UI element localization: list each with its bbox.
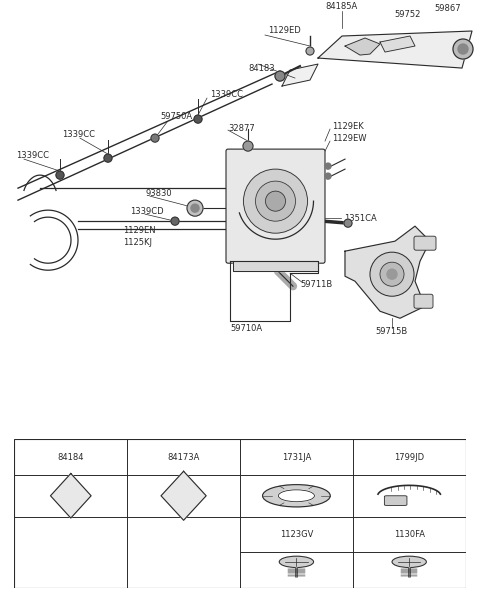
Circle shape xyxy=(56,171,64,179)
Text: 93830: 93830 xyxy=(145,188,172,198)
Text: 1799JD: 1799JD xyxy=(394,453,424,462)
Text: 1339CC: 1339CC xyxy=(62,130,95,139)
Text: 1129EW: 1129EW xyxy=(332,133,367,142)
Text: 32877: 32877 xyxy=(228,124,255,133)
Text: 1129ED: 1129ED xyxy=(268,25,301,35)
Text: 59711B: 59711B xyxy=(300,280,332,288)
Circle shape xyxy=(263,485,330,507)
Text: 84183: 84183 xyxy=(248,64,275,73)
Circle shape xyxy=(191,204,199,212)
Circle shape xyxy=(387,269,397,279)
Polygon shape xyxy=(345,226,430,318)
Polygon shape xyxy=(50,473,91,518)
Circle shape xyxy=(243,169,308,233)
Circle shape xyxy=(458,44,468,54)
Circle shape xyxy=(265,191,286,211)
Polygon shape xyxy=(318,31,472,68)
Circle shape xyxy=(187,200,203,216)
Text: 84185A: 84185A xyxy=(326,1,358,10)
Text: 84184: 84184 xyxy=(58,453,84,462)
Text: 1339CD: 1339CD xyxy=(130,207,164,216)
Circle shape xyxy=(325,173,331,179)
Circle shape xyxy=(344,219,352,227)
Text: 59710A: 59710A xyxy=(230,324,262,333)
Text: 1351CA: 1351CA xyxy=(344,214,377,222)
Text: 1129EK: 1129EK xyxy=(332,122,364,130)
Text: 1339CC: 1339CC xyxy=(16,151,49,159)
Circle shape xyxy=(453,39,473,59)
Polygon shape xyxy=(161,471,206,521)
FancyBboxPatch shape xyxy=(384,496,407,505)
FancyBboxPatch shape xyxy=(226,149,325,263)
Text: 59715B: 59715B xyxy=(376,327,408,336)
Circle shape xyxy=(325,163,331,169)
Circle shape xyxy=(151,134,159,142)
Circle shape xyxy=(279,556,313,567)
Polygon shape xyxy=(282,64,318,86)
Circle shape xyxy=(104,154,112,162)
Circle shape xyxy=(306,47,314,55)
Text: 1731JA: 1731JA xyxy=(282,453,311,462)
Circle shape xyxy=(275,71,285,81)
Text: 59752: 59752 xyxy=(395,10,421,19)
Text: 1125KJ: 1125KJ xyxy=(123,238,152,247)
Circle shape xyxy=(278,490,314,502)
FancyBboxPatch shape xyxy=(414,295,433,308)
Circle shape xyxy=(255,181,296,221)
Circle shape xyxy=(380,262,404,286)
Text: 1339CC: 1339CC xyxy=(210,90,243,99)
Text: 1130FA: 1130FA xyxy=(394,530,425,539)
Polygon shape xyxy=(345,38,380,55)
Text: 59867: 59867 xyxy=(435,4,461,13)
Circle shape xyxy=(370,252,414,296)
Text: 59750A: 59750A xyxy=(160,112,192,121)
Polygon shape xyxy=(380,36,415,52)
Polygon shape xyxy=(233,261,318,271)
Text: 1129EN: 1129EN xyxy=(123,225,156,235)
Text: 84173A: 84173A xyxy=(168,453,200,462)
Circle shape xyxy=(392,556,426,567)
Circle shape xyxy=(194,115,202,123)
FancyBboxPatch shape xyxy=(414,236,436,250)
Text: 1123GV: 1123GV xyxy=(280,530,313,539)
Circle shape xyxy=(171,217,179,225)
Circle shape xyxy=(243,141,253,151)
